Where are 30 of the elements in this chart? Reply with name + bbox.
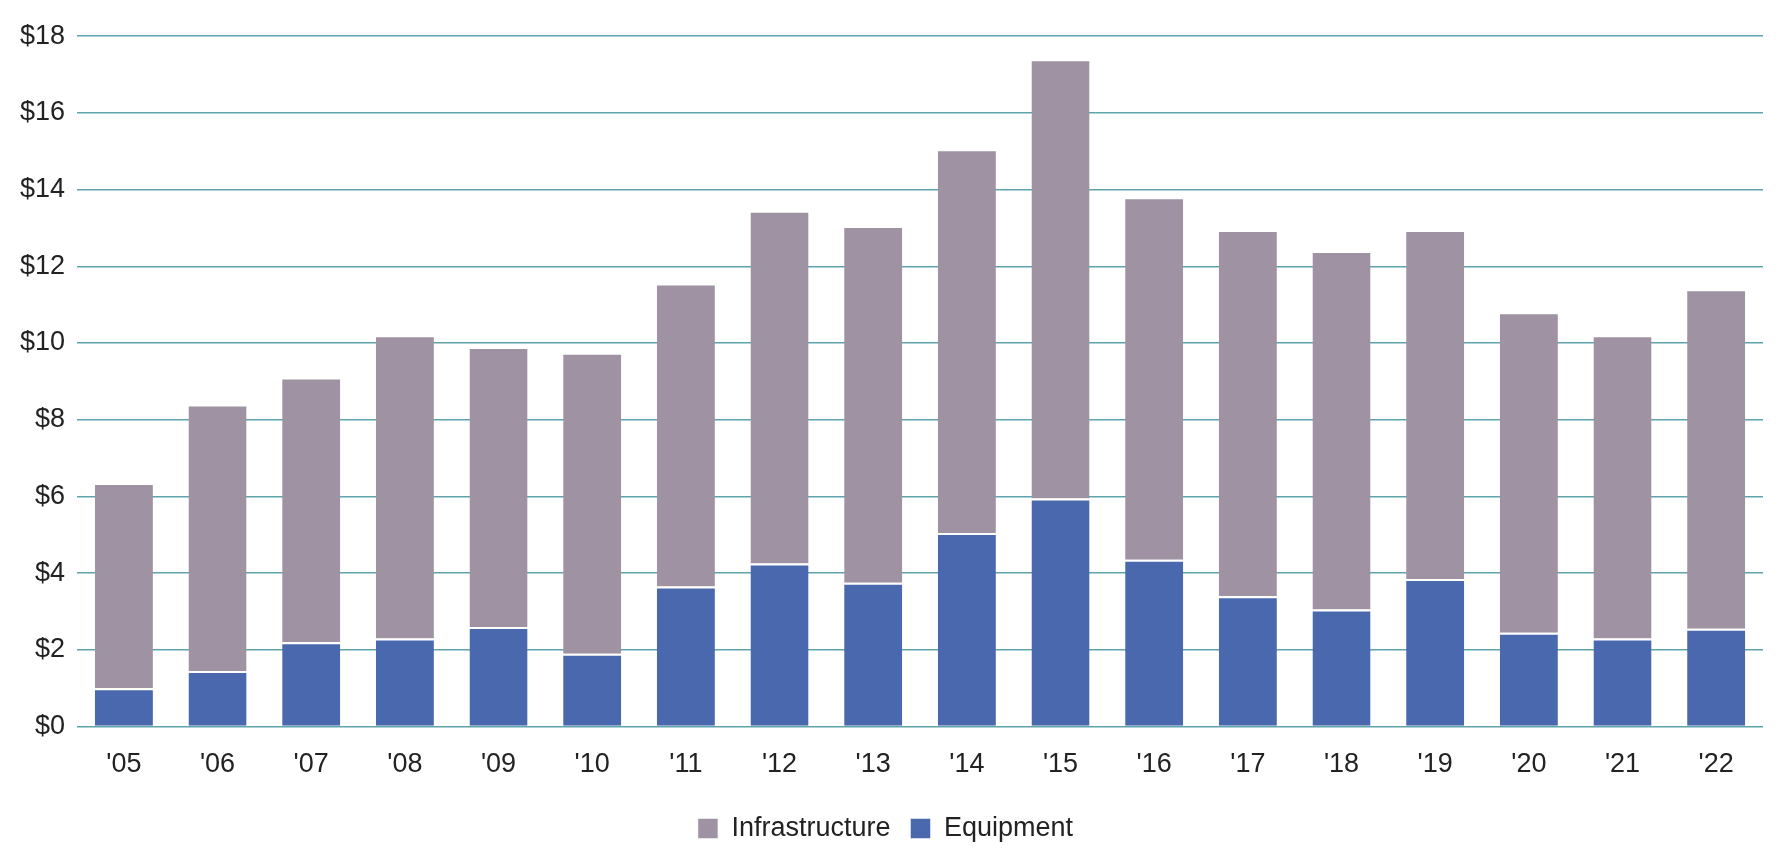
x-tick-label: '15 — [1042, 748, 1079, 779]
legend-label: Infrastructure — [731, 811, 891, 842]
x-tick-label: '07 — [293, 748, 329, 779]
x-tick-label: '05 — [106, 748, 142, 779]
x-tick-label: '08 — [387, 748, 423, 779]
y-tick-label: $2 — [35, 633, 66, 664]
y-tick-label: $6 — [35, 479, 66, 510]
y-tick-label: $12 — [19, 249, 66, 280]
x-tick-label: '18 — [1323, 748, 1360, 779]
x-tick-label: '17 — [1230, 748, 1266, 779]
x-tick-label: '22 — [1698, 748, 1734, 779]
x-tick-label: '20 — [1511, 748, 1547, 779]
x-tick-label: '10 — [574, 748, 610, 779]
x-tick-label: '13 — [855, 748, 891, 779]
x-tick-label: '09 — [480, 748, 517, 779]
x-tick-label: '06 — [199, 748, 236, 779]
x-tick-label: '21 — [1604, 748, 1641, 779]
y-tick-label: $0 — [35, 710, 66, 741]
x-tick-label: '19 — [1417, 748, 1453, 779]
y-tick-label: $16 — [19, 96, 66, 127]
x-tick-label: '16 — [1136, 748, 1172, 779]
y-tick-label: $8 — [35, 403, 66, 434]
y-tick-label: $10 — [19, 326, 66, 357]
x-tick-label: '11 — [669, 748, 703, 779]
x-tick-label: '12 — [761, 748, 798, 779]
y-tick-label: $14 — [19, 173, 66, 204]
legend-label: Equipment — [943, 811, 1074, 842]
y-tick-label: $4 — [35, 556, 66, 587]
x-tick-label: '14 — [949, 748, 985, 779]
y-tick-label: $18 — [19, 19, 66, 50]
